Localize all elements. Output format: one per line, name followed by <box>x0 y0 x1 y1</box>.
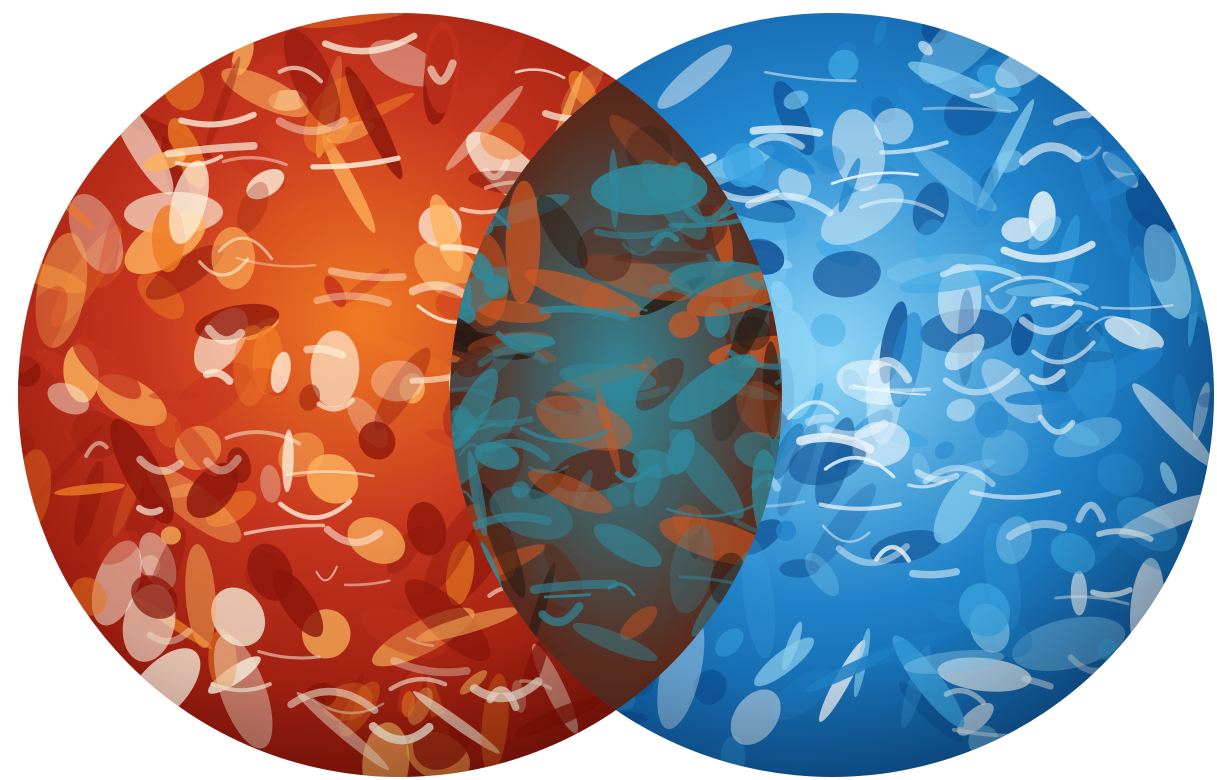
lens-texture-patch <box>505 180 541 305</box>
lens-cloud-swirl <box>477 345 549 368</box>
lens-texture-patch <box>613 250 706 264</box>
lens-texture-patch <box>450 368 499 450</box>
lens-texture-patch <box>511 481 530 498</box>
lens-texture-patch <box>478 482 526 599</box>
lens-cloud-swirl <box>774 372 782 387</box>
lens-texture-patch <box>536 195 588 269</box>
lens-cloud-swirl <box>450 387 496 401</box>
lens-cloud-swirl <box>648 283 696 300</box>
lens-cloud-swirl <box>543 593 591 599</box>
lens-texture-patch <box>467 450 488 537</box>
lens-texture-patch <box>572 622 658 662</box>
lens-texture-patch <box>573 469 593 508</box>
lens-texture-patch <box>581 282 610 314</box>
lens-texture-patch <box>536 395 633 451</box>
lens-cloud-swirl <box>530 390 612 414</box>
lens-cloud-swirl <box>450 422 497 436</box>
lens-cloud-swirl <box>614 471 646 483</box>
lens-cloud-swirl <box>665 503 758 518</box>
lens-cloud-swirl <box>484 438 551 462</box>
lens-texture-patch <box>545 390 582 415</box>
lens-texture-patch <box>594 380 621 475</box>
lens-texture-patch <box>632 449 676 478</box>
lens-texture-patch <box>483 275 509 300</box>
lens-cloud-swirl <box>593 224 683 240</box>
lens-cloud-swirl <box>458 443 484 457</box>
lens-texture-patch <box>736 381 782 438</box>
lens-texture-patch <box>606 482 632 508</box>
lens-cloud-swirl <box>519 426 610 443</box>
lens-texture-patch <box>590 163 708 216</box>
lens-texture-patch <box>620 606 658 640</box>
lens-cloud-swirl <box>538 602 584 627</box>
lens-cloud-swirl <box>529 579 618 595</box>
lens-cloud-swirl <box>538 305 629 322</box>
lens-texture-patch <box>456 346 494 378</box>
lens-texture-patch <box>772 352 782 390</box>
lens-texture-patch <box>626 126 673 174</box>
lens-cloud-swirl <box>573 379 670 402</box>
lens-texture-patch <box>593 523 662 568</box>
lens-cloud-swirl <box>706 253 735 270</box>
lens-texture-patch <box>668 311 700 338</box>
lens-cloud-swirl <box>464 512 552 534</box>
lens-texture-patch <box>489 486 573 540</box>
lens-texture-patch <box>669 428 744 519</box>
lens-texture-patch <box>577 226 632 282</box>
lens-texture-patch <box>529 468 565 500</box>
lens-cloud-swirl <box>480 416 534 428</box>
lens-texture-patch <box>669 523 714 614</box>
lens-texture-patch <box>635 358 685 411</box>
lens-cloud-swirl <box>607 582 636 597</box>
lens-cloud-swirl <box>726 348 782 370</box>
lens-texture-patch <box>552 447 640 493</box>
lens-cloud-swirl <box>592 306 648 320</box>
lens-texture-patch <box>528 468 613 514</box>
lens-cloud-swirl <box>621 236 664 256</box>
lens-cloud-swirl <box>682 195 736 225</box>
lens-texture-patch <box>734 316 771 351</box>
lens-cloud-swirl <box>495 330 554 353</box>
lens-texture-patch <box>559 363 657 393</box>
lens-texture-patch <box>668 354 758 422</box>
lens-texture-patch <box>450 313 487 352</box>
lens-cloud-swirl <box>527 465 569 474</box>
lens-texture-patch <box>524 269 643 318</box>
lens-cloud-swirl <box>715 301 750 315</box>
